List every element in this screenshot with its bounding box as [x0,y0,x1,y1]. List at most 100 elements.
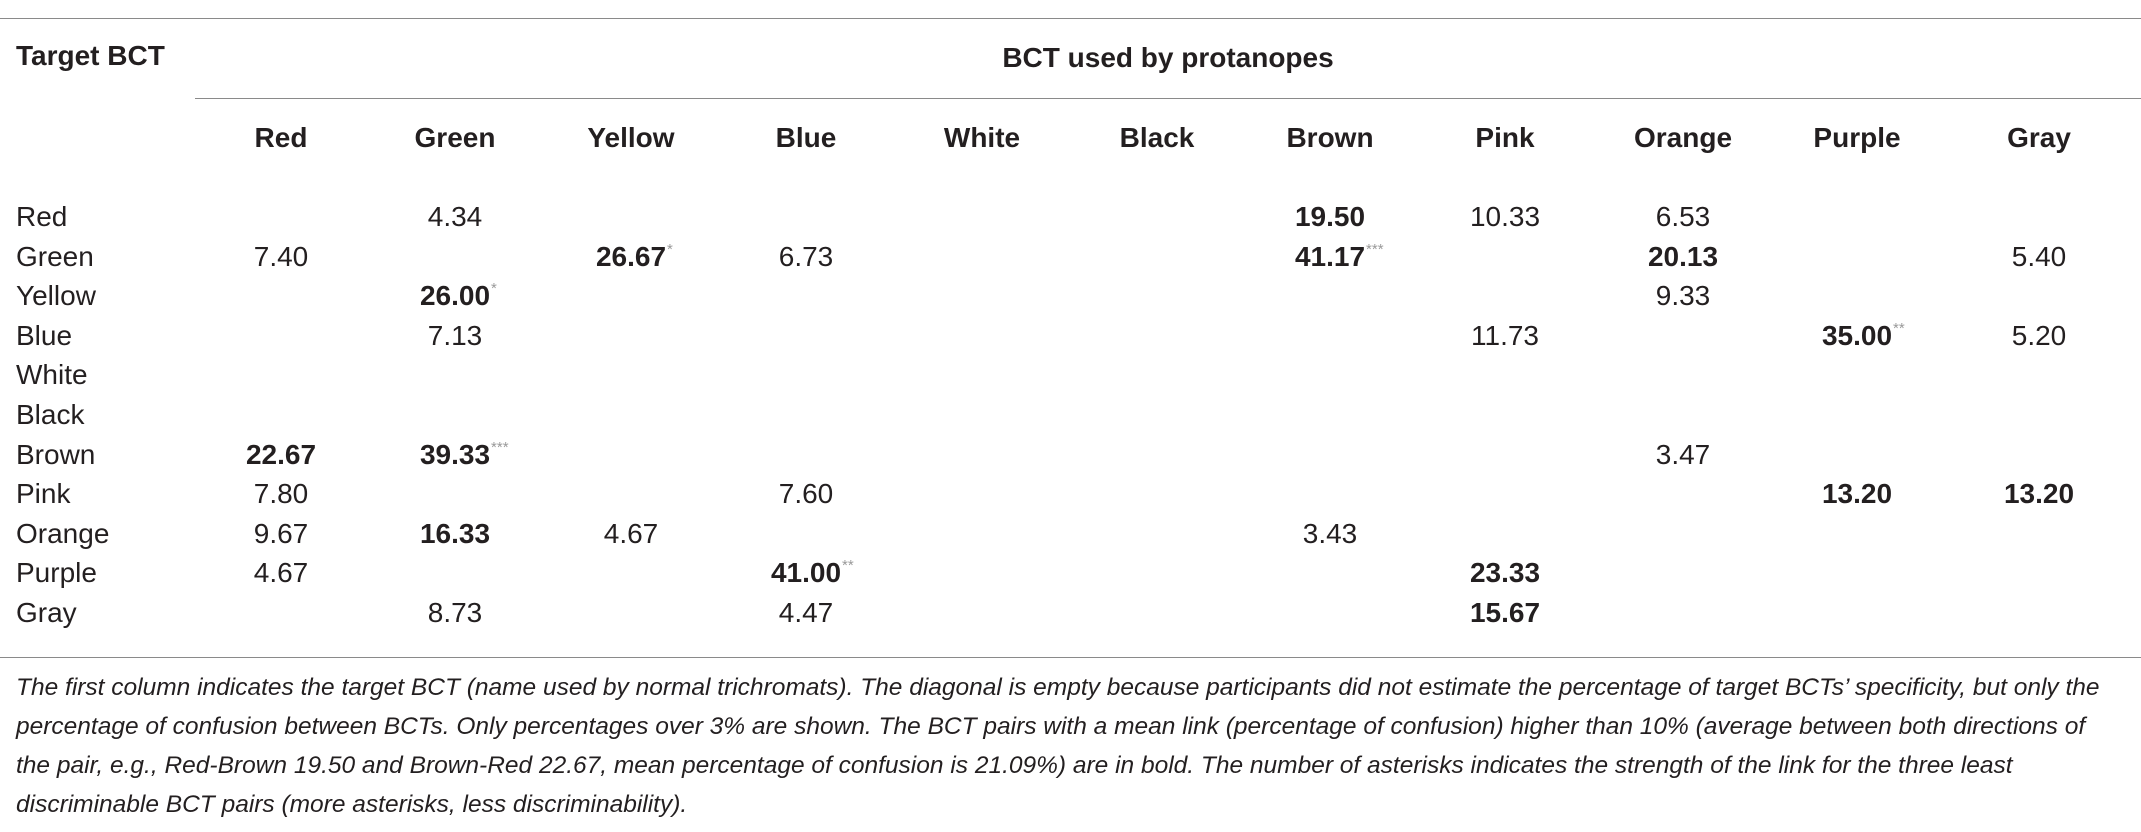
table-cell: 4.34 [428,201,483,233]
cell-value: 41.17 [1294,240,1366,272]
cell-value: 11.73 [1471,319,1539,351]
table-cell: 3.43 [1303,518,1358,550]
table-cell: 39.33*** [420,439,509,471]
table-cell: 7.80 [254,478,309,510]
cell-value: 26.00 [419,280,491,312]
table-cell: 7.13 [428,320,483,352]
cell-value: 7.60 [778,478,834,510]
table-cell: 22.67 [246,439,316,471]
table-cell: 4.67 [604,518,659,550]
significance-asterisks: ** [842,557,854,575]
cell-value: 4.47 [778,597,834,628]
cell-value: 35.00 [1821,319,1893,351]
table-cell: 16.33 [420,518,490,550]
column-group-rule [195,98,2141,99]
cell-value: 9.67 [253,517,309,549]
cell-value: 13.20 [2003,478,2075,510]
table-cell: 6.53 [1656,201,1711,233]
cell-value: 4.67 [253,557,309,589]
cell-value: 26.67 [595,240,667,272]
table-cell: 41.00** [771,557,854,589]
row-label-white: White [16,359,88,391]
table-cell: 13.20 [1822,478,1892,510]
cell-value: 7.40 [253,240,309,272]
column-group-header: BCT used by protanopes [1002,42,1334,73]
table-footnote: The first column indicates the target BC… [16,674,2100,818]
table-cell: 7.60 [779,478,834,510]
cell-value: 8.73 [427,597,483,628]
table-cell: 5.40 [2012,241,2067,273]
column-header-purple: Purple [1813,122,1901,153]
column-header-green: Green [414,122,496,153]
table-cell: 13.20 [2004,478,2074,510]
cell-value: 9.33 [1655,280,1711,312]
significance-asterisks: *** [1366,240,1384,258]
cell-value: 7.80 [253,478,309,510]
table-cell: 7.40 [254,241,309,273]
table-cell: 11.73 [1471,320,1539,352]
table-cell: 4.47 [779,597,834,629]
table-cell: 8.73 [428,597,483,629]
cell-value: 5.40 [2011,240,2067,272]
cell-value: 20.13 [1647,240,1719,272]
row-label-blue: Blue [16,319,73,351]
table-cell: 41.17*** [1295,241,1384,273]
column-header-yellow: Yellow [587,122,675,153]
table-cell: 26.67* [596,241,673,273]
column-header-white: White [943,122,1021,153]
table-cell: 35.00** [1822,320,1905,352]
cell-value: 6.53 [1655,201,1711,232]
cell-value: 4.34 [427,201,483,232]
table-cell: 20.13 [1648,241,1718,273]
table-cell: 5.20 [2012,320,2067,352]
significance-asterisks: *** [491,438,509,456]
row-label-pink: Pink [16,478,71,510]
cell-value: 7.13 [427,319,483,351]
stub-header: Target BCT [16,40,165,71]
significance-asterisks: ** [1893,319,1905,337]
table-cell: 6.73 [779,241,834,273]
column-header-gray: Gray [2007,122,2071,153]
row-label-purple: Purple [16,557,97,589]
row-label-gray: Gray [16,597,77,628]
table-cell: 9.67 [254,518,309,550]
cell-value: 4.67 [603,517,659,549]
table-cell: 23.33 [1470,557,1540,589]
table-top-rule [0,18,2141,19]
row-label-yellow: Yellow [16,280,96,312]
significance-asterisks: * [491,280,497,298]
table-cell: 26.00* [420,280,497,312]
cell-value: 5.20 [2011,319,2067,351]
cell-value: 23.33 [1469,557,1541,589]
table-cell: 4.67 [254,557,309,589]
row-label-black: Black [16,399,85,430]
table-cell: 9.33 [1656,280,1711,312]
cell-value: 13.20 [1821,478,1893,510]
cell-value: 15.67 [1469,597,1541,628]
column-header-pink: Pink [1475,122,1535,153]
column-header-orange: Orange [1633,122,1733,153]
table-bottom-rule [0,657,2141,658]
cell-value: 16.33 [419,517,491,549]
row-label-brown: Brown [16,438,96,470]
cell-value: 3.43 [1302,517,1358,549]
table-cell: 10.33 [1470,201,1540,233]
cell-value: 19.50 [1294,201,1366,232]
table-cell: 3.47 [1656,439,1711,471]
row-label-red: Red [16,201,68,232]
row-label-green: Green [16,240,94,272]
cell-value: 6.73 [778,240,834,272]
cell-value: 39.33 [419,438,491,470]
significance-asterisks: * [667,240,673,258]
table-cell: 19.50 [1295,201,1365,233]
column-header-brown: Brown [1286,122,1374,153]
column-header-black: Black [1119,122,1195,153]
cell-value: 3.47 [1655,438,1711,470]
cell-value: 22.67 [245,438,317,470]
cell-value: 10.33 [1469,201,1541,232]
column-header-red: Red [254,122,308,153]
cell-value: 41.00 [770,557,842,589]
table-cell: 15.67 [1470,597,1540,629]
column-header-blue: Blue [775,122,837,153]
row-label-orange: Orange [16,517,110,549]
